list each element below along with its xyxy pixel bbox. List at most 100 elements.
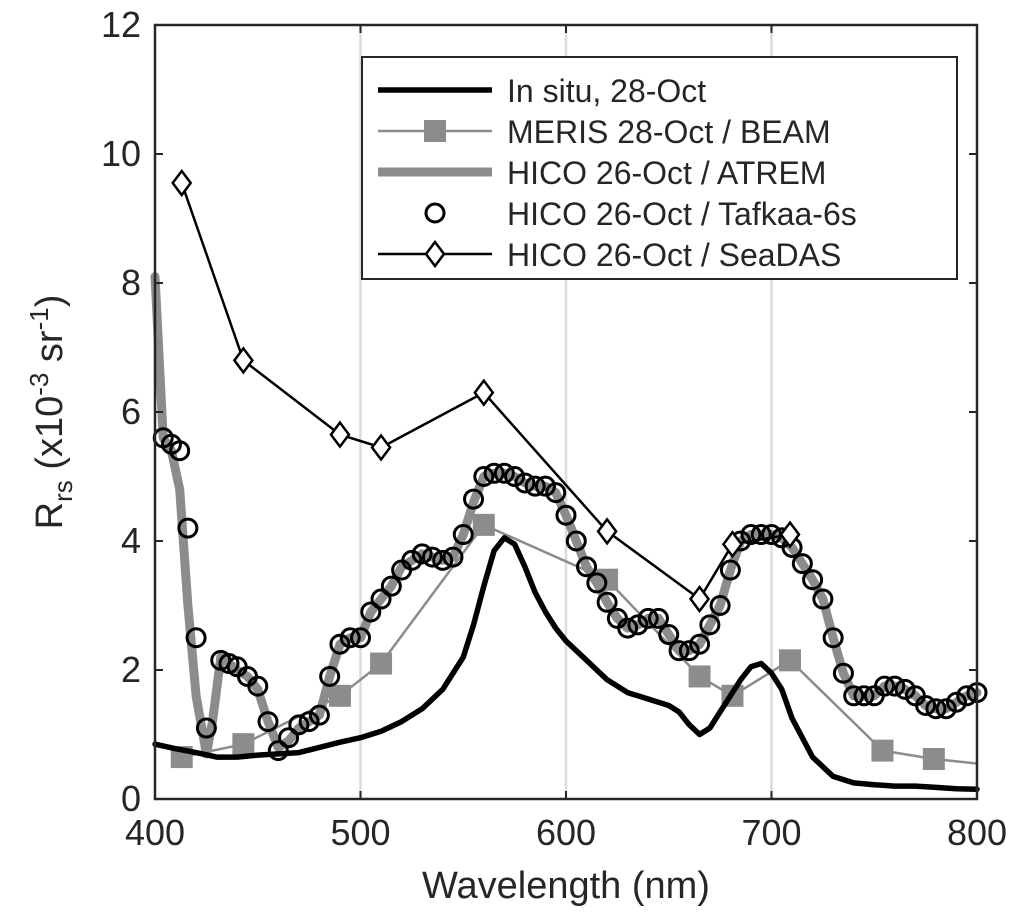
legend-label-3: HICO 26-Oct / Tafkaa-6s <box>507 196 857 232</box>
y-tick-label-8: 8 <box>121 262 141 303</box>
series-4-point-6 <box>689 584 711 614</box>
series-3-point-78 <box>945 691 967 713</box>
legend-label-4: HICO 26-Oct / SeaDAS <box>507 237 841 273</box>
y-tick-label-0: 0 <box>121 778 141 819</box>
axis-ticks: 400 500 600 700 800 0 2 4 6 8 10 12 <box>101 4 1007 853</box>
series-3-point-42 <box>576 556 598 578</box>
series-3-point-47 <box>627 614 649 636</box>
series-3-point-40 <box>555 504 577 526</box>
legend-marker-4 <box>424 239 446 269</box>
x-tick-label-700: 700 <box>741 812 801 853</box>
legend-marker-3 <box>424 202 446 224</box>
series-1-point-10 <box>922 748 945 771</box>
series-3-point-51 <box>668 640 690 662</box>
series-3-point-66 <box>822 627 844 649</box>
y-tick-label-2: 2 <box>121 649 141 690</box>
series-3-point-2 <box>169 440 191 462</box>
series-4-point-7 <box>721 530 744 559</box>
legend-label-0: In situ, 28-Oct <box>507 73 706 109</box>
series-3-point-34 <box>493 462 515 484</box>
series-3-point-5 <box>195 717 217 739</box>
series-3-point-10 <box>247 675 269 697</box>
series-1-point-4 <box>472 513 495 536</box>
series-3-point-32 <box>473 466 495 487</box>
series-1-point-1 <box>232 733 255 756</box>
series-3-point-43 <box>586 572 608 594</box>
series-4-point-2 <box>329 420 351 449</box>
series-4-point-4 <box>473 378 495 407</box>
series-3-point-69 <box>853 685 875 707</box>
series-3-point-31 <box>463 488 485 510</box>
series-line-0 <box>152 535 980 793</box>
series-3-point-3 <box>177 517 199 539</box>
y-label-base: R <box>29 502 71 529</box>
series-4-point-3 <box>370 433 392 462</box>
series-3-point-17 <box>319 665 341 687</box>
series-4-point-5 <box>596 517 618 546</box>
series-3-point-26 <box>411 543 433 565</box>
series-3-point-68 <box>843 685 865 707</box>
series-3-point-39 <box>545 482 567 504</box>
series-3-point-44 <box>596 591 618 613</box>
series-2 <box>150 272 982 759</box>
series-3-point-16 <box>308 704 330 726</box>
y-axis-label: Rrs (x10-3 sr-1) <box>24 295 78 530</box>
series-3-point-64 <box>802 569 824 591</box>
y-label-sub: rs <box>48 480 78 502</box>
series-3-point-56 <box>719 559 741 581</box>
series-3-point-35 <box>504 466 526 487</box>
y-label-units-mid: sr <box>29 330 71 373</box>
series-3-point-67 <box>832 662 854 684</box>
series-3-point-59 <box>750 524 772 546</box>
series-3-point-28 <box>432 549 454 571</box>
series-3 <box>152 427 988 762</box>
series-3-point-73 <box>894 678 916 700</box>
series-3-point-23 <box>380 575 402 597</box>
series-3-point-38 <box>534 475 556 497</box>
series-3-point-4 <box>185 627 207 649</box>
series-3-point-72 <box>884 675 906 697</box>
y-label-units-pre: (x10 <box>29 396 71 480</box>
series-3-point-41 <box>565 530 587 552</box>
series-3-point-30 <box>452 524 474 546</box>
series-1-point-2 <box>328 684 351 707</box>
series-1 <box>170 513 979 771</box>
legend-label-2: HICO 26-Oct / ATREM <box>507 155 826 191</box>
series-3-point-55 <box>709 595 731 616</box>
legend: In situ, 28-Oct MERIS 28-Oct / BEAM HICO 2… <box>361 56 958 280</box>
series-4-point-8 <box>779 520 801 549</box>
series-3-point-46 <box>617 617 639 639</box>
series-3-point-48 <box>637 607 659 629</box>
series-3-point-79 <box>956 685 978 707</box>
y-label-exp2: -1 <box>24 307 54 330</box>
x-tick-label-400: 400 <box>125 812 185 853</box>
series-4 <box>171 168 801 614</box>
series-3-point-37 <box>524 475 546 497</box>
series-3-point-14 <box>288 714 310 736</box>
series-3-point-22 <box>370 588 392 610</box>
y-label-units-post: ) <box>29 295 71 308</box>
series-3-point-50 <box>658 624 680 646</box>
series-1-point-6 <box>688 665 711 688</box>
series-3-point-52 <box>678 640 700 662</box>
series-3-point-12 <box>267 740 289 762</box>
series-layer <box>150 168 988 793</box>
y-tick-label-12: 12 <box>101 4 141 45</box>
y-tick-label-10: 10 <box>101 133 141 174</box>
x-axis-label: Wavelength (nm) <box>422 865 710 907</box>
series-1-point-3 <box>370 652 393 675</box>
series-3-point-19 <box>339 627 361 649</box>
x-tick-label-800: 800 <box>947 812 1007 853</box>
series-3-point-27 <box>421 546 443 568</box>
y-tick-label-4: 4 <box>121 520 141 561</box>
series-3-point-77 <box>935 698 957 720</box>
series-3-point-21 <box>360 601 382 623</box>
series-3-point-25 <box>401 549 423 571</box>
x-tick-label-500: 500 <box>330 812 390 853</box>
legend-label-1: MERIS 28-Oct / BEAM <box>507 114 831 150</box>
series-3-point-11 <box>257 711 279 733</box>
series-3-point-71 <box>874 675 896 697</box>
legend-marker-1 <box>424 120 446 142</box>
series-3-point-18 <box>329 633 351 655</box>
